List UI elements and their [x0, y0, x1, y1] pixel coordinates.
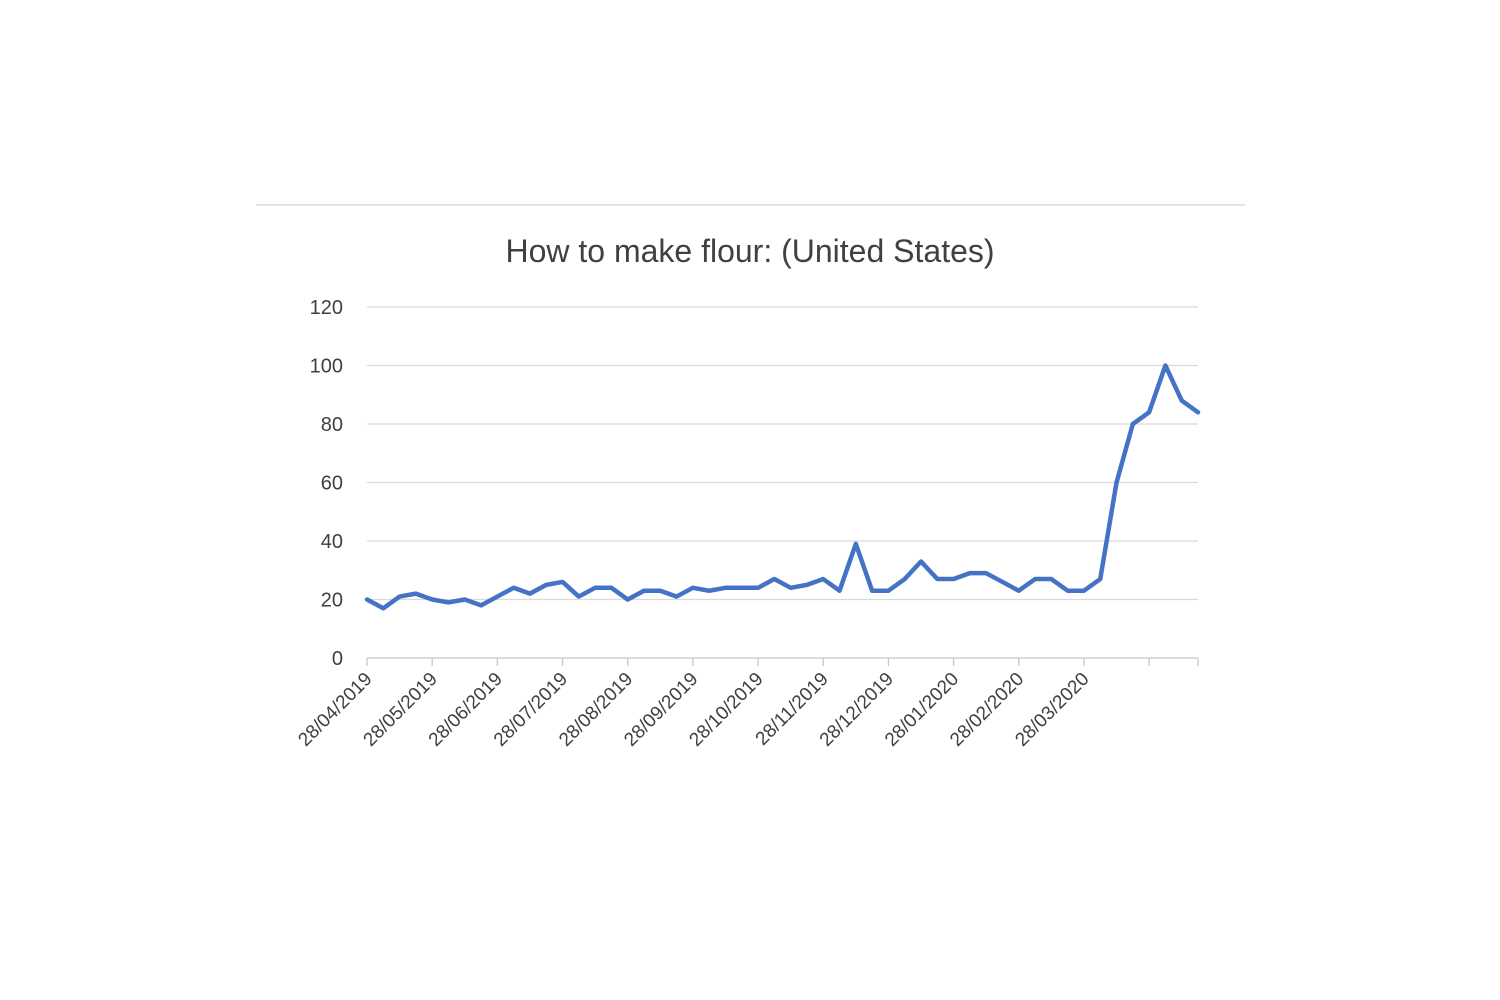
y-tick-label: 100 [310, 356, 343, 378]
chart-title: How to make flour: (United States) [505, 233, 994, 269]
data-point [1033, 577, 1037, 581]
data-point [1163, 363, 1167, 367]
series-line [364, 363, 1201, 611]
data-point [1000, 580, 1004, 584]
data-point [642, 589, 646, 593]
data-point [854, 542, 858, 546]
data-point [528, 591, 532, 595]
data-point [446, 600, 450, 604]
data-point [886, 589, 890, 593]
data-point [430, 597, 434, 601]
data-point [463, 597, 467, 601]
data-point [626, 597, 630, 601]
data-point [577, 594, 581, 598]
data-point [903, 577, 907, 581]
data-point [919, 559, 923, 563]
data-point [397, 594, 401, 598]
data-point [544, 583, 548, 587]
data-point [414, 591, 418, 595]
y-tick-label: 0 [332, 648, 343, 670]
y-axis: 0 20 40 60 80 100 120 [310, 297, 343, 670]
data-point [707, 589, 711, 593]
series-layer [364, 363, 1201, 611]
data-point [1131, 422, 1135, 426]
data-point [1147, 410, 1151, 414]
data-point [495, 594, 499, 598]
data-point [1065, 589, 1069, 593]
data-point [837, 589, 841, 593]
data-point [805, 583, 809, 587]
y-tick-label: 120 [310, 297, 343, 319]
gridlines [367, 306, 1198, 601]
y-tick-label: 80 [321, 414, 343, 436]
y-tick-label: 20 [321, 590, 343, 612]
data-point [381, 606, 385, 610]
data-point [593, 586, 597, 590]
data-point [658, 589, 662, 593]
data-point [609, 586, 613, 590]
y-tick-label: 40 [321, 531, 343, 553]
data-point [511, 586, 515, 590]
data-point [984, 571, 988, 575]
x-axis: 28/04/201928/05/201928/06/201928/07/2019… [294, 657, 1199, 751]
data-point [870, 589, 874, 593]
data-point [1082, 589, 1086, 593]
data-point [968, 571, 972, 575]
data-point [674, 594, 678, 598]
data-point [951, 577, 955, 581]
data-point [365, 597, 369, 601]
data-point [740, 586, 744, 590]
data-point [788, 586, 792, 590]
data-point [1017, 589, 1021, 593]
data-point [1049, 577, 1053, 581]
data-point [772, 577, 776, 581]
data-point [1114, 480, 1118, 484]
data-point [935, 577, 939, 581]
y-tick-label: 60 [321, 473, 343, 495]
data-point [479, 603, 483, 607]
data-point [560, 580, 564, 584]
data-point [723, 586, 727, 590]
data-point [1098, 577, 1102, 581]
data-point [691, 586, 695, 590]
data-point [1196, 410, 1200, 414]
data-point [756, 586, 760, 590]
data-point [1180, 398, 1184, 402]
data-point [821, 577, 825, 581]
